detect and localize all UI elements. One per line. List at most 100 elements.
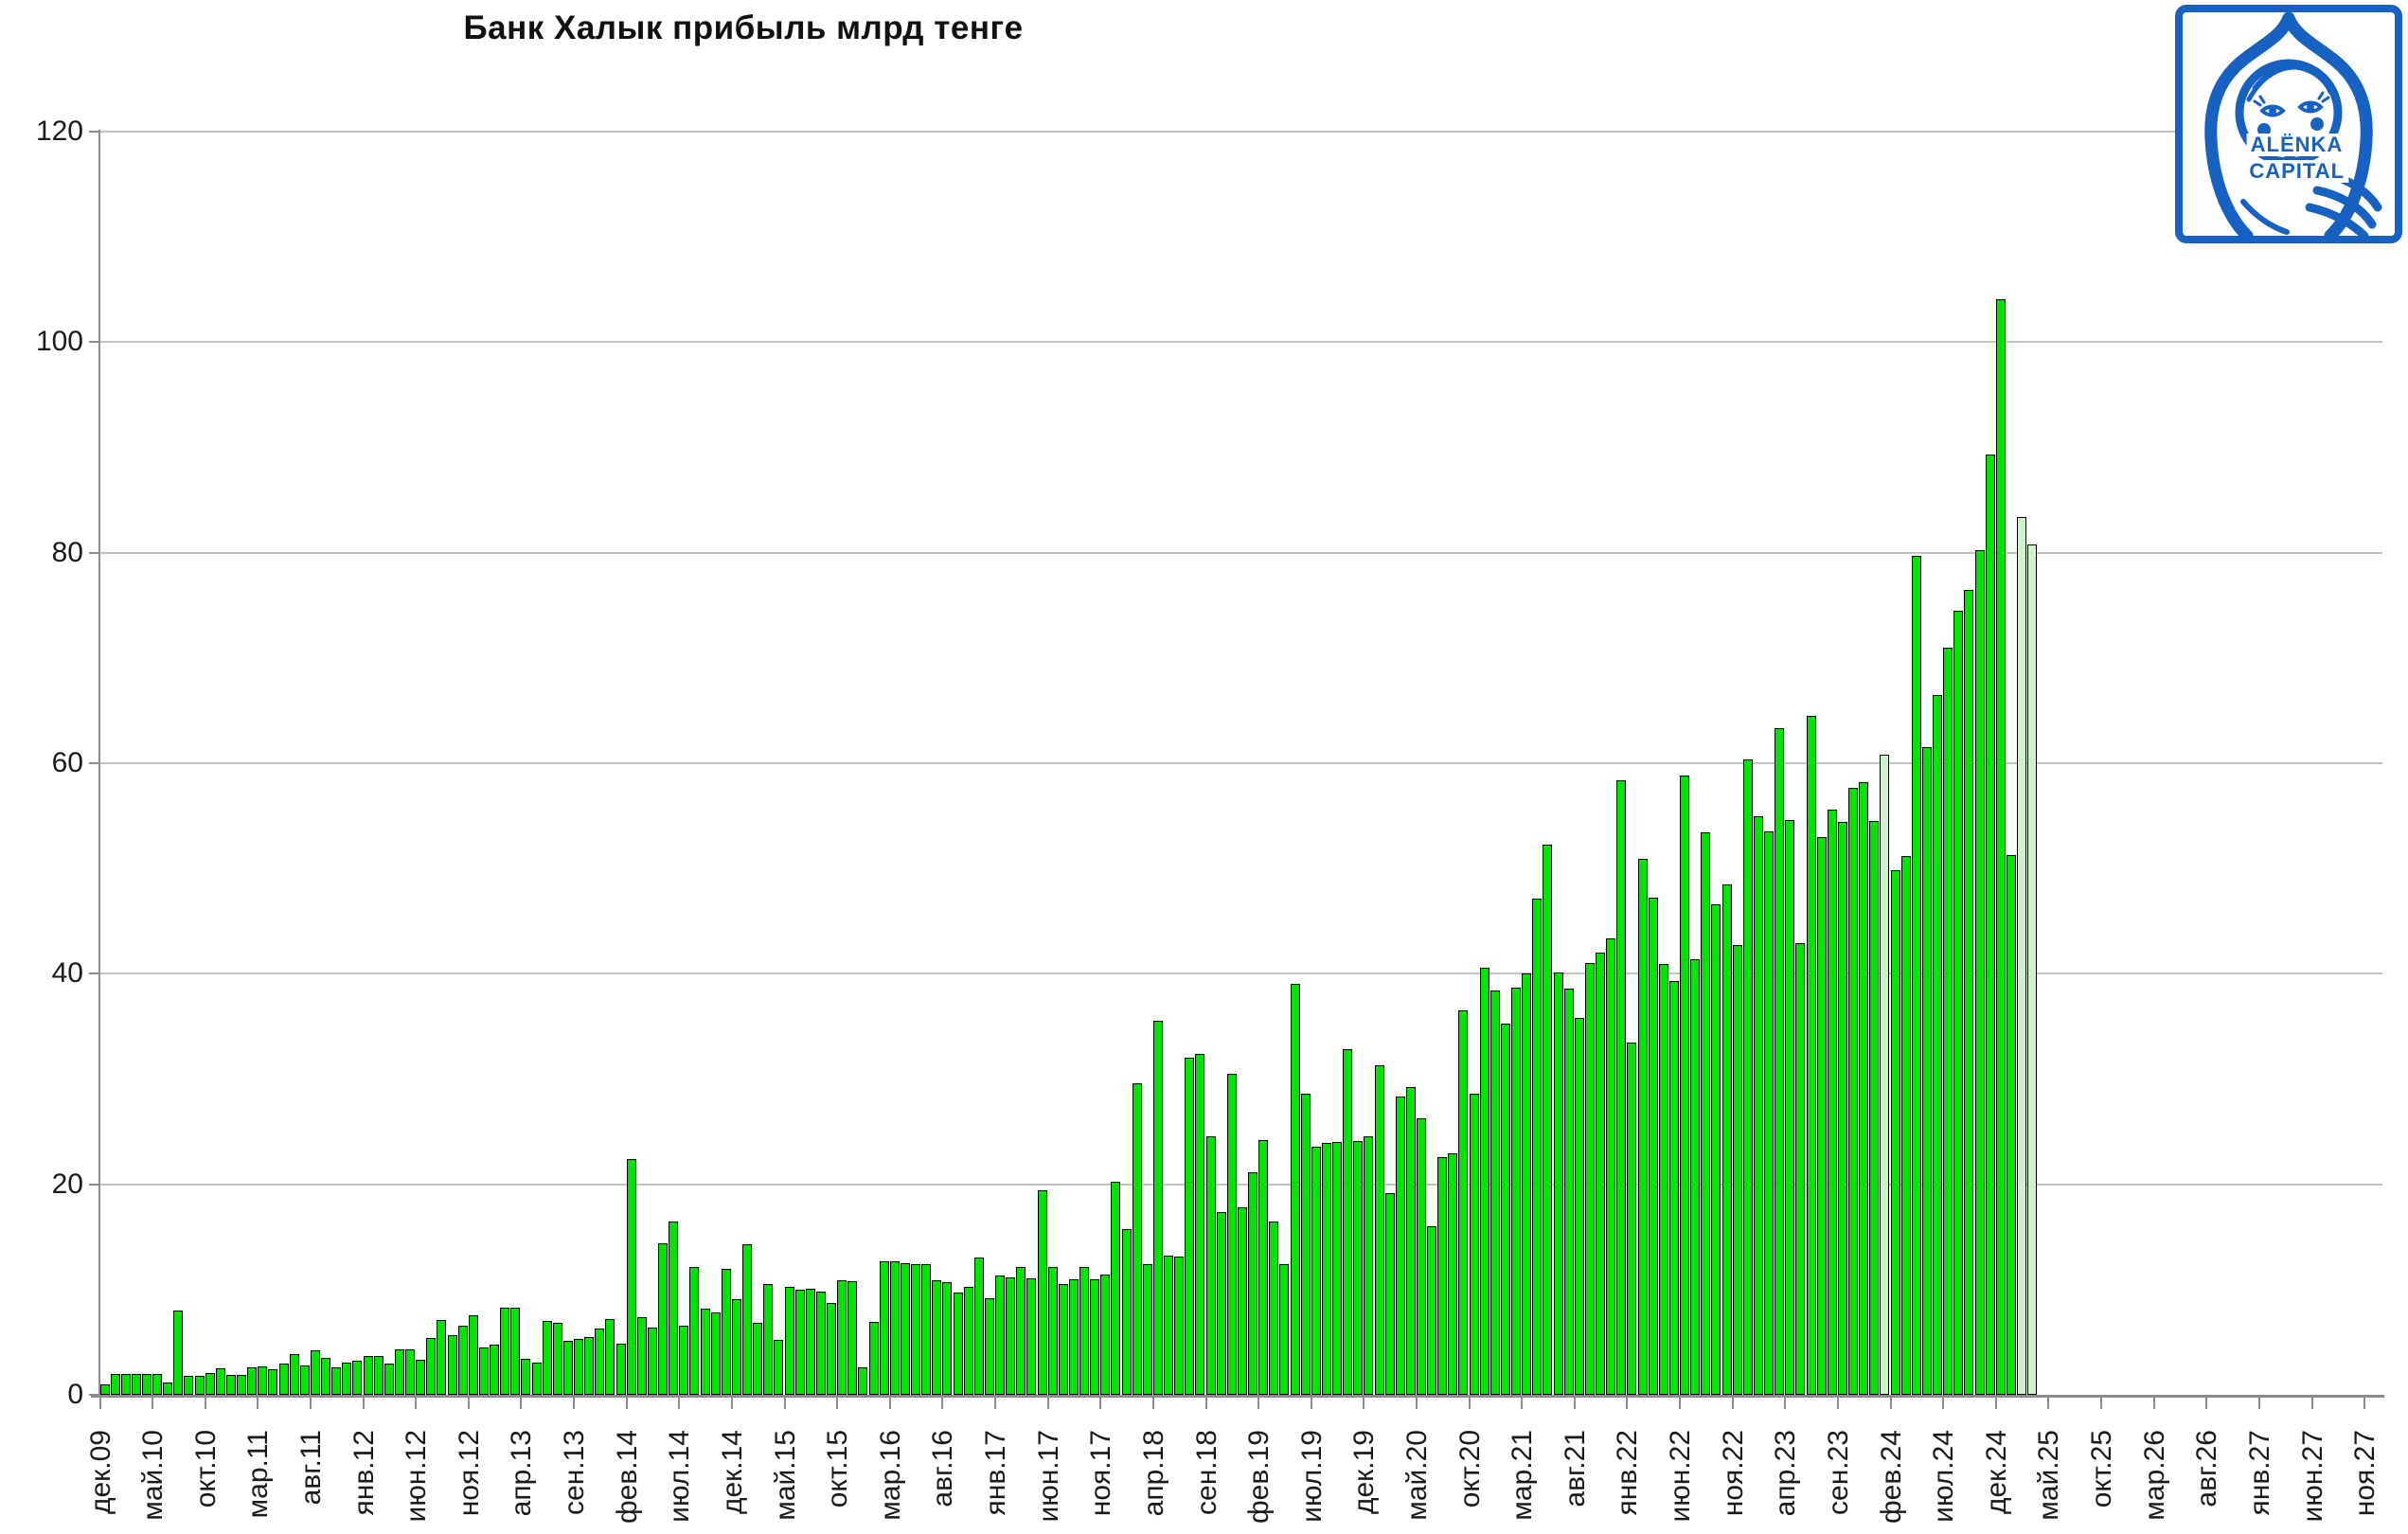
x-axis-label-янв.17: янв.17 xyxy=(980,1430,1012,1516)
bar-янв.15 xyxy=(742,1244,753,1395)
bar-авг.18 xyxy=(1195,1054,1205,1395)
bar-фев.12 xyxy=(373,1356,383,1395)
bar-май.11 xyxy=(278,1364,289,1395)
bar-фев.20 xyxy=(1384,1193,1395,1395)
x-axis-label-июл.24: июл.24 xyxy=(1928,1430,1960,1523)
bar-дек.17 xyxy=(1111,1182,1121,1395)
x-axis-label-окт.20: окт.20 xyxy=(1454,1430,1486,1508)
bar-июл.16 xyxy=(932,1280,942,1395)
x-tick-ноя.27 xyxy=(2363,1398,2366,1409)
bar-июн.10 xyxy=(163,1382,173,1395)
bar-дек.23 xyxy=(1869,821,1880,1395)
bar-окт.14 xyxy=(710,1312,721,1395)
x-axis-label-янв.22: янв.22 xyxy=(1612,1430,1644,1516)
x-tick-окт.25 xyxy=(2100,1398,2103,1409)
bar-июл.15 xyxy=(805,1289,815,1395)
x-tick-апр.23 xyxy=(1784,1398,1787,1409)
bar-дек.24 xyxy=(1995,299,2006,1395)
bar-дек.18 xyxy=(1237,1207,1247,1395)
bar-авг.14 xyxy=(689,1267,700,1395)
bar-мар.20 xyxy=(1395,1097,1405,1395)
x-tick-май.15 xyxy=(783,1398,786,1409)
bar-авг.10 xyxy=(184,1376,194,1395)
bar-июл.13 xyxy=(552,1323,562,1395)
logo-text-alenka: ALËNKA xyxy=(2246,134,2347,156)
bar-сен.11 xyxy=(321,1358,331,1395)
y-axis-label-120: 120 xyxy=(35,116,83,148)
bar-авг.20 xyxy=(1448,1153,1458,1395)
bar-авг.16 xyxy=(942,1282,953,1395)
bar-фев.13 xyxy=(500,1308,510,1395)
x-tick-июл.14 xyxy=(678,1398,681,1409)
bar-окт.12 xyxy=(457,1326,468,1395)
x-tick-сен.23 xyxy=(1836,1398,1839,1409)
bar-июн.22 xyxy=(1680,776,1690,1395)
bar-июл.22 xyxy=(1690,959,1701,1395)
bar-авг.13 xyxy=(562,1341,573,1395)
bar-янв.16 xyxy=(868,1322,879,1395)
x-tick-июн.12 xyxy=(415,1398,418,1409)
bar-июн.19 xyxy=(1300,1094,1311,1395)
bar-мар.22 xyxy=(1648,898,1658,1395)
bar-сен.12 xyxy=(447,1335,457,1395)
x-tick-июн.22 xyxy=(1679,1398,1682,1409)
bar-июн.15 xyxy=(794,1290,805,1395)
gridline-120 xyxy=(100,131,2382,134)
bar-апр.18 xyxy=(1152,1021,1163,1395)
bar-янв.20 xyxy=(1374,1065,1384,1395)
x-tick-ноя.17 xyxy=(1099,1398,1102,1409)
bar-фев.18 xyxy=(1132,1083,1142,1395)
x-tick-июн.27 xyxy=(2310,1398,2313,1409)
bar-мар.15 xyxy=(763,1284,774,1395)
bar-ноя.19 xyxy=(1353,1141,1364,1395)
bar-окт.11 xyxy=(331,1367,342,1395)
x-tick-мар.21 xyxy=(1521,1398,1524,1409)
bar-фев.22 xyxy=(1637,859,1648,1395)
bar-июл.14 xyxy=(679,1326,689,1395)
bar-ноя.10 xyxy=(215,1368,225,1395)
x-axis-label-июн.12: июн.12 xyxy=(401,1430,433,1523)
bar-ноя.23 xyxy=(1859,782,1869,1395)
x-tick-фев.19 xyxy=(1258,1398,1260,1409)
x-axis-label-мар.16: мар.16 xyxy=(874,1430,906,1521)
bar-май.24 xyxy=(1921,747,1932,1395)
logo-text-capital: CAPITAL xyxy=(2245,160,2349,183)
x-axis-label-авг.11: авг.11 xyxy=(294,1430,327,1506)
x-axis-label-июл.19: июл.19 xyxy=(1295,1430,1328,1523)
x-axis-label-фев.24: фев.24 xyxy=(1875,1430,1907,1525)
x-axis-label-май.10: май.10 xyxy=(137,1430,169,1521)
x-tick-сен.13 xyxy=(573,1398,576,1409)
bar-окт.24 xyxy=(1974,550,1985,1395)
x-axis-label-окт.15: окт.15 xyxy=(822,1430,854,1508)
bar-окт.19 xyxy=(1343,1049,1353,1395)
bar-май.17 xyxy=(1037,1190,1047,1395)
x-axis-label-авг.21: авг.21 xyxy=(1559,1430,1591,1507)
bar-фев.17 xyxy=(1006,1277,1016,1395)
x-tick-май.10 xyxy=(152,1398,154,1409)
bar-июн.17 xyxy=(1047,1267,1058,1395)
bar-май.19 xyxy=(1290,984,1300,1395)
bar-авг.22 xyxy=(1701,832,1711,1395)
x-axis-label-авг.26: авг.26 xyxy=(2191,1430,2223,1507)
x-tick-дек.09 xyxy=(98,1398,101,1409)
bar-авг.23 xyxy=(1827,810,1837,1395)
x-axis-label-окт.10: окт.10 xyxy=(189,1430,222,1508)
bar-сен.10 xyxy=(194,1376,205,1395)
bar-сен.22 xyxy=(1711,904,1721,1395)
x-tick-янв.12 xyxy=(362,1398,365,1409)
bar-фев.11 xyxy=(247,1367,258,1395)
gridline-100 xyxy=(100,341,2382,344)
bar-дек.13 xyxy=(605,1319,615,1395)
x-tick-июл.19 xyxy=(1310,1398,1312,1409)
bar-апр.21 xyxy=(1532,899,1543,1395)
alenka-capital-logo: ALËNKA CAPITAL xyxy=(2175,5,2402,243)
bar-мар.16 xyxy=(889,1261,900,1395)
bar-мар.14 xyxy=(636,1317,647,1395)
bar-апр.24 xyxy=(1911,556,1921,1395)
bar-май.23 xyxy=(1795,943,1806,1395)
bar-июл.11 xyxy=(299,1365,310,1395)
y-tick-40 xyxy=(89,972,98,975)
bar-авг.19 xyxy=(1321,1143,1331,1395)
bar-авг.15 xyxy=(815,1292,826,1395)
bar-окт.16 xyxy=(963,1287,973,1395)
